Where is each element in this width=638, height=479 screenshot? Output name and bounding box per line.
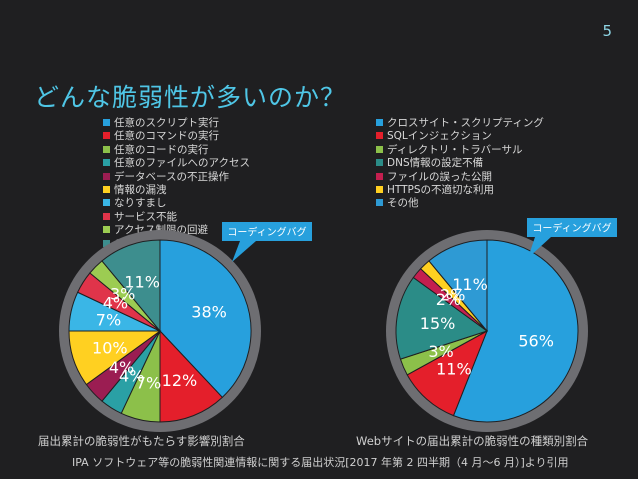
left-callout: コーディングバグ	[222, 222, 312, 262]
left-legend-item: 任意のコードの実行	[103, 144, 250, 157]
left-pct-label: 12%	[162, 371, 198, 390]
legend-label: ディレクトリ・トラバーサル	[387, 143, 523, 156]
left-pct-label: 4%	[109, 358, 134, 377]
right-pct-label: 11%	[452, 275, 488, 294]
legend-label: データベースの不正操作	[114, 170, 229, 183]
callout-pointer	[528, 237, 551, 258]
legend-swatch	[376, 145, 383, 153]
legend-swatch	[103, 226, 110, 234]
right-legend-item: HTTPSの不適切な利用	[376, 184, 544, 197]
left-pct-label: 4%	[119, 367, 144, 386]
right-legend-item: ファイルの誤った公開	[376, 171, 544, 184]
legend-label: ファイルの誤った公開	[387, 170, 492, 183]
legend-label: 任意のコマンドの実行	[114, 130, 219, 143]
left-pct-label: 11%	[124, 272, 160, 291]
right-pct-label: 11%	[436, 360, 472, 379]
right-pct-label: 15%	[420, 314, 456, 333]
left-legend-item: なりすまし	[103, 197, 250, 210]
left-slice	[101, 239, 161, 333]
left-slice	[159, 329, 224, 423]
legend-swatch	[103, 145, 110, 153]
callout-pointer	[232, 241, 256, 262]
left-legend-item: サービス不能	[103, 211, 250, 224]
legend-swatch	[103, 186, 110, 194]
legend-label: DNS情報の設定不備	[387, 157, 484, 170]
legend-swatch	[376, 119, 383, 126]
left-legend-item: 任意のコマンドの実行	[103, 130, 250, 143]
left-pct-label: 38%	[191, 303, 227, 322]
left-slice	[159, 239, 252, 399]
callout-box	[222, 222, 312, 241]
source-citation: IPA ソフトウェア等の脆弱性関連情報に関する届出状況[2017 年第 2 四半…	[72, 456, 569, 469]
right-chart-legend: クロスサイト・スクリプティング SQLインジェクション ディレクトリ・トラバーサル D…	[376, 117, 544, 211]
legend-swatch	[376, 199, 383, 207]
left-pct-label: 4%	[103, 294, 128, 313]
right-legend-item: SQLインジェクション	[376, 130, 544, 143]
right-pie: 56%11%3%15%2%2%11%	[386, 230, 588, 432]
left-pie: 38%12%7%4%4%10%7%4%3%11%	[59, 230, 261, 432]
right-legend-item: クロスサイト・スクリプティング	[376, 117, 544, 130]
legend-swatch	[103, 212, 110, 220]
right-pct-label: 56%	[518, 331, 554, 350]
right-slice	[395, 276, 489, 360]
right-chart-caption: Webサイトの届出累計の脆弱性の種類別割合	[356, 434, 589, 448]
right-pct-label: 2%	[436, 290, 461, 309]
right-callout: コーディングバグ	[527, 218, 617, 258]
callout-text: コーディングバグ	[227, 226, 306, 239]
legend-label: 任意のスクリプト実行	[114, 117, 219, 129]
right-slice	[452, 239, 579, 423]
left-legend-item: 任意のファイルへのアクセス	[103, 157, 250, 170]
legend-label: 任意のコードの実行	[114, 143, 209, 156]
left-pct-label: 7%	[96, 310, 121, 329]
slide-number: 5	[602, 22, 612, 40]
legend-swatch	[103, 119, 110, 126]
legend-label: サービス不能	[114, 210, 177, 223]
legend-swatch	[376, 132, 383, 140]
legend-label: その他	[387, 197, 419, 210]
left-pct-label: 10%	[92, 338, 128, 357]
right-legend-item: ディレクトリ・トラバーサル	[376, 144, 544, 157]
left-legend-item: 任意のスクリプト実行	[103, 117, 250, 130]
legend-label: 任意のファイルへのアクセス	[114, 157, 250, 170]
right-legend-item: その他	[376, 197, 544, 210]
legend-swatch	[376, 186, 383, 194]
slide-title: どんな脆弱性が多いのか？	[34, 83, 347, 112]
legend-swatch	[103, 199, 110, 207]
legend-label: SQLインジェクション	[387, 130, 492, 143]
legend-swatch	[103, 239, 110, 247]
right-slice	[428, 239, 488, 333]
right-legend-item: DNS情報の設定不備	[376, 157, 544, 170]
right-pct-label: 2%	[440, 286, 465, 305]
legend-swatch	[103, 172, 110, 180]
left-pct-label: 7%	[136, 374, 161, 393]
legend-label: HTTPSの不適切な利用	[387, 184, 495, 197]
left-chart-caption: 届出累計の脆弱性がもたらす影響別割合	[38, 434, 245, 448]
left-legend-item: 情報の漏洩	[103, 184, 250, 197]
callout-text: コーディングバグ	[532, 222, 611, 235]
legend-swatch	[376, 172, 383, 180]
legend-swatch	[103, 132, 110, 140]
right-pct-label: 3%	[428, 342, 453, 361]
left-pct-label: 3%	[110, 285, 135, 304]
legend-label: なりすまし	[114, 197, 167, 210]
legend-swatch	[376, 159, 383, 167]
left-legend-item: データベースの不正操作	[103, 171, 250, 184]
legend-swatch	[103, 159, 110, 167]
legend-label: クロスサイト・スクリプティング	[387, 117, 544, 129]
callout-box	[527, 218, 617, 237]
legend-label: 情報の漏洩	[114, 184, 167, 197]
